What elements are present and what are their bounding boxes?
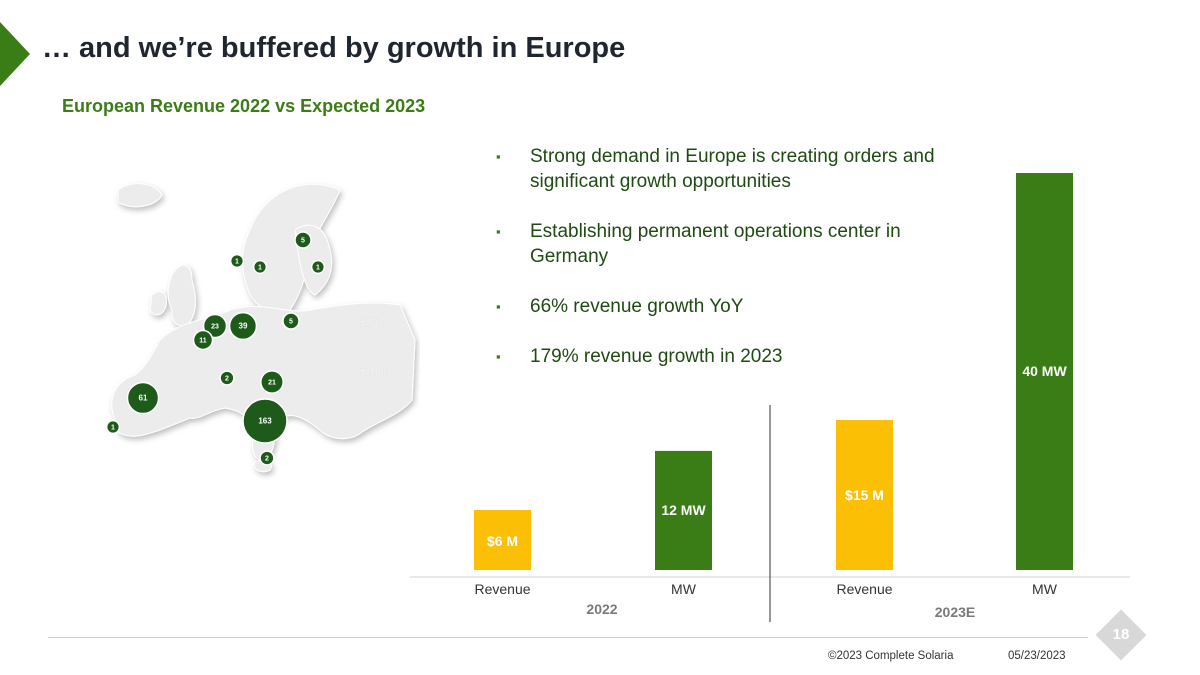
- map-land-iceland: [117, 183, 163, 208]
- map-bubble: [192, 329, 214, 351]
- bullet-item: ▪ Establishing permanent operations cente…: [494, 219, 964, 269]
- map-bubble: [252, 259, 268, 275]
- map-bubble-label: 21: [268, 380, 276, 387]
- bullet-text: Strong demand in Europe is creating orde…: [530, 146, 935, 192]
- category-label: MW: [1032, 581, 1058, 597]
- bullet-marker: ▪: [496, 299, 501, 314]
- map-bubble: [105, 419, 121, 435]
- bar-2022-MW: [655, 450, 712, 570]
- map-bubble: [228, 311, 258, 341]
- title-accent-triangle: [0, 22, 30, 86]
- bullet-item: ▪ 66% revenue growth YoY: [494, 294, 964, 319]
- map-faded-label: $20 M: [358, 364, 391, 378]
- bullet-text: 66% revenue growth YoY: [530, 296, 744, 317]
- bullet-text: 179% revenue growth in 2023: [530, 346, 783, 367]
- bullet-text: Establishing permanent operations center…: [530, 221, 901, 267]
- map-bubble-label: 5: [289, 319, 293, 326]
- footer-copyright: ©2023 Complete Solaria: [828, 650, 954, 662]
- group-label: 2022: [586, 601, 617, 617]
- map-bubble: [242, 398, 288, 444]
- map-bubble: [310, 259, 326, 275]
- map-bubble-label: 2: [225, 376, 229, 383]
- bullet-marker: ▪: [496, 224, 501, 239]
- category-label: MW: [671, 581, 697, 597]
- bullet-item: ▪ Strong demand in Europe is creating ord…: [494, 144, 964, 194]
- map-bubble-label: 1: [258, 265, 262, 272]
- footer-date: 05/23/2023: [1008, 650, 1066, 662]
- category-label: Revenue: [474, 581, 530, 597]
- map-faded-label: $25 M: [358, 315, 391, 329]
- map-bubble: [202, 313, 228, 339]
- slide-title: … and we’re buffered by growth in Europe: [42, 32, 626, 64]
- map-land-ireland: [149, 291, 167, 316]
- page-number: 18: [1112, 626, 1130, 643]
- map-land-uk: [167, 264, 196, 327]
- map-bubble-label: 1: [235, 259, 239, 266]
- category-label: Revenue: [836, 581, 892, 597]
- map-bubble: [219, 370, 235, 386]
- bar-2022-Revenue: [474, 510, 531, 570]
- bullet-marker: ▪: [496, 149, 501, 164]
- bar-2023E-MW: [1016, 173, 1073, 570]
- bullet-marker: ▪: [496, 349, 501, 364]
- footer-divider: [48, 637, 1088, 638]
- map-bubble-label: 61: [139, 394, 148, 403]
- map-bubble-label: 5: [301, 238, 305, 245]
- map-bubble-label: 23: [211, 324, 219, 331]
- map-bubble: [282, 312, 300, 330]
- group-label: 2023E: [935, 604, 975, 620]
- bullet-list: ▪ Strong demand in Europe is creating ord…: [494, 144, 964, 394]
- bar-value-label: $15 M: [845, 487, 884, 503]
- map-bubble-label: 163: [258, 417, 272, 426]
- map-bubble: [260, 370, 284, 394]
- bar-value-label: $6 M: [487, 533, 518, 549]
- map-bubble: [259, 450, 275, 466]
- map-bubble-label: 2: [265, 456, 269, 463]
- map-bubble: [229, 253, 245, 269]
- bar-value-label: 12 MW: [661, 502, 706, 518]
- map-bubble-label: 11: [199, 338, 207, 345]
- slide-subtitle: European Revenue 2022 vs Expected 2023: [62, 96, 426, 116]
- map-bubble-label: 39: [239, 322, 248, 331]
- bar-value-label: 40 MW: [1022, 363, 1067, 379]
- bullet-item: ▪ 179% revenue growth in 2023: [494, 344, 964, 369]
- bar-2023E-Revenue: [836, 420, 893, 570]
- map-bubble: [294, 231, 312, 249]
- map-bubble-label: 1: [316, 265, 320, 272]
- map-bubble-label: 1: [111, 425, 115, 432]
- map-bubble: [126, 381, 160, 415]
